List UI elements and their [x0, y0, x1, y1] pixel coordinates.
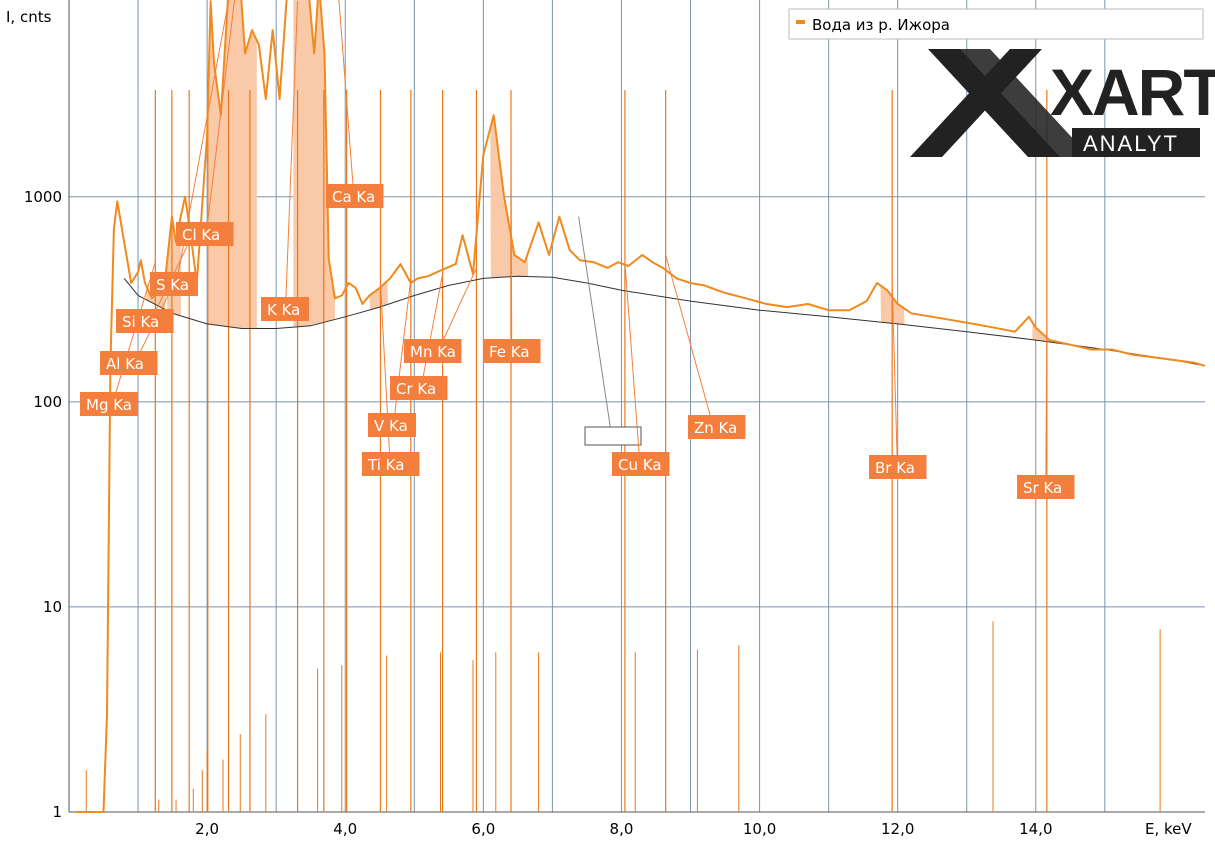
element-label-box — [80, 392, 138, 416]
legend-swatch — [796, 20, 805, 24]
legend[interactable]: Вода из р. Ижора — [788, 8, 1204, 40]
element-label-box — [150, 272, 198, 296]
element-label: Al Ka — [106, 355, 144, 373]
grid — [68, 0, 1205, 813]
label-leader — [624, 262, 642, 477]
label-leader — [891, 282, 899, 480]
tick-labels: 2,04,06,08,010,012,014,01101001000100001… — [14, 0, 1052, 838]
label-leader — [379, 282, 392, 477]
x-tick-label: 12,0 — [881, 820, 914, 838]
x-tick-label: 8,0 — [610, 820, 634, 838]
label-leader — [391, 278, 412, 438]
logo-big-text: XART — [1050, 55, 1215, 129]
logo-small-text: ANALYT — [1083, 131, 1179, 156]
x-tick-label: 6,0 — [471, 820, 495, 838]
xart-logo: XART ANALYT — [910, 49, 1215, 157]
element-label: Zn Ka — [694, 419, 737, 437]
element-labels: Mg Ka Al Ka Si Ka S Ka Cl Ka K Ka Ca Ka Ti Ka V … — [80, 0, 1075, 500]
legend-box — [788, 8, 1204, 40]
element-label: S Ka — [156, 276, 189, 294]
x-axis-title: E, keV — [1145, 820, 1192, 838]
element-label-box — [584, 426, 642, 446]
peak-fill — [490, 117, 529, 278]
x-tick-label: 2,0 — [195, 820, 219, 838]
label-leader — [510, 115, 513, 364]
label-leader — [284, 1, 299, 322]
element-label-box — [390, 376, 448, 400]
label-leader — [108, 262, 156, 417]
x-tick-label: 14,0 — [1019, 820, 1052, 838]
element-label-box — [261, 297, 309, 321]
element-label-box — [116, 309, 174, 333]
y-tick-label: 1000 — [24, 188, 62, 206]
element-label-box — [688, 415, 746, 439]
element-label: V Ka — [374, 417, 408, 435]
element-label-box — [368, 413, 416, 437]
peak-fill — [369, 280, 388, 310]
element-label-box — [326, 184, 384, 208]
background-curve — [123, 275, 1206, 367]
peak-fill — [207, 0, 257, 329]
element-label-box — [483, 339, 541, 363]
element-label: Sr Ka — [1023, 479, 1062, 497]
element-label: Cr Ka — [396, 380, 436, 398]
label-leader — [665, 254, 718, 440]
logo-bar — [1072, 128, 1200, 157]
element-label: Si Ka — [122, 313, 159, 331]
element-label: Mn Ka — [410, 343, 456, 361]
label-leader — [173, 1, 230, 297]
element-label-box — [404, 339, 462, 363]
element-label: K Ka — [267, 301, 300, 319]
peak-fill — [1032, 322, 1060, 344]
element-label: Cu Ka — [618, 456, 662, 474]
label-leader — [578, 216, 614, 446]
element-label: 2Ca Ka — [589, 427, 642, 445]
legend-label: Вода из р. Ижора — [812, 16, 950, 34]
element-label: Ti Ka — [367, 456, 404, 474]
element-label: Ca Ka — [332, 188, 375, 206]
element-label: Mg Ka — [86, 396, 132, 414]
element-label-box — [612, 452, 670, 476]
element-label: Fe Ka — [489, 343, 530, 361]
element-label-box — [869, 455, 927, 479]
y-tick-label: 10 — [43, 598, 62, 616]
stem-lines — [85, 621, 1161, 812]
y-tick-label: 10000 — [14, 0, 62, 1]
y-tick-label: 100 — [33, 393, 62, 411]
element-label: Cl Ka — [182, 226, 220, 244]
label-leader — [338, 0, 356, 209]
label-leader — [204, 0, 236, 247]
element-label-box — [1017, 475, 1075, 499]
y-tick-label: 1 — [52, 803, 62, 821]
x-tick-label: 4,0 — [333, 820, 357, 838]
y-axis-title: I, cnts — [6, 8, 52, 26]
peak-lines — [154, 90, 1048, 812]
element-label-box — [176, 222, 234, 246]
element-label-box — [100, 351, 158, 375]
x-tick-label: 10,0 — [743, 820, 776, 838]
label-leader — [1045, 316, 1048, 500]
element-label: Br Ka — [875, 459, 915, 477]
element-label-box — [362, 452, 420, 476]
